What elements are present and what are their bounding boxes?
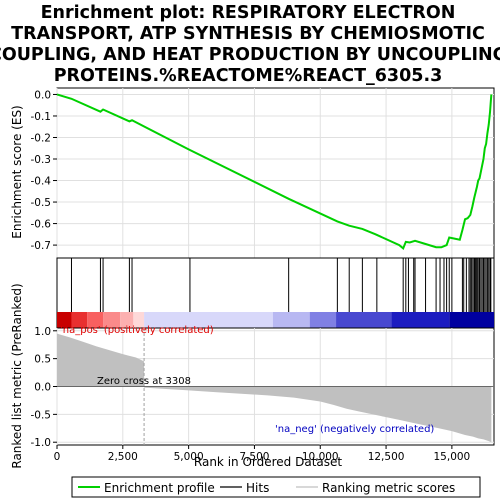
color-bar-segment	[309, 312, 337, 328]
hits-panel	[56, 257, 495, 329]
x-tick-label: 12,500	[368, 451, 405, 463]
es-tick-label: -0.4	[31, 176, 52, 188]
rank-color-bar	[57, 312, 494, 328]
chart-title-line-2: TRANSPORT, ATP SYNTHESIS BY CHEMIOSMOTIC	[11, 24, 485, 44]
es-tick-label: 0.0	[34, 89, 51, 101]
es-panel: 0.0 -0.1 -0.2 -0.3 -0.4 -0.5 -0.6 -0.7	[31, 87, 495, 259]
es-tick-label: -0.2	[31, 132, 52, 144]
es-y-ticks: 0.0 -0.1 -0.2 -0.3 -0.4 -0.5 -0.6 -0.7	[31, 89, 57, 252]
zero-cross-label: Zero cross at 3308	[97, 376, 191, 387]
hit-markers	[70, 258, 492, 312]
color-bar-segment	[391, 312, 450, 328]
x-tick-label: 2,500	[108, 451, 138, 463]
metric-tick-label: 1.0	[34, 326, 51, 338]
es-tick-label: -0.3	[31, 154, 52, 166]
metric-panel: 1.0 0.5 0.0 -0.5 -1.0 'na_pos' (positively c…	[31, 325, 495, 449]
metric-tick-label: -1.0	[31, 437, 52, 449]
enrichment-profile-line	[56, 93, 493, 250]
ranking-metric-area	[57, 333, 492, 443]
x-tick-label: 15,000	[434, 451, 471, 463]
negative-correlation-label: 'na_neg' (negatively correlated)	[275, 424, 434, 435]
es-tick-label: -0.5	[31, 197, 52, 209]
color-bar-segment	[120, 312, 134, 328]
color-bar-segment	[272, 312, 310, 328]
chart-title-line-1: Enrichment plot: RESPIRATORY ELECTRON	[41, 3, 456, 23]
color-bar-segment	[449, 312, 494, 328]
color-bar-segment	[144, 312, 273, 328]
metric-tick-label: 0.5	[34, 354, 51, 366]
legend-label-ranking-metric: Ranking metric scores	[322, 481, 455, 495]
x-axis-ticks: 0 2,500 5,000 7,500 10,000 12,500 15,000	[54, 445, 471, 463]
color-bar-segment	[87, 312, 104, 328]
x-tick-label: 7,500	[239, 451, 269, 463]
legend: Enrichment profile Hits Ranking metric s…	[71, 476, 481, 498]
legend-label-enrichment-profile: Enrichment profile	[104, 481, 215, 495]
chart-title-line-4: PROTEINS.%REACTOME%REACT_6305.3	[54, 66, 443, 86]
metric-y-axis-label: Ranked list metric (PreRanked)	[10, 283, 24, 468]
color-bar-segment	[57, 312, 72, 328]
legend-label-hits: Hits	[246, 481, 269, 495]
es-y-axis-label: Enrichment score (ES)	[10, 105, 24, 238]
color-bar-segment	[133, 312, 145, 328]
x-axis-label: Rank in Ordered Dataset	[194, 455, 342, 469]
color-bar-segment	[103, 312, 121, 328]
x-tick-label: 10,000	[302, 451, 339, 463]
metric-tick-label: -0.5	[31, 409, 52, 421]
x-tick-label: 5,000	[174, 451, 204, 463]
positive-correlation-label: 'na_pos' (positively correlated)	[60, 325, 214, 336]
metric-y-ticks: 1.0 0.5 0.0 -0.5 -1.0	[31, 326, 57, 449]
legend-frame	[71, 476, 481, 498]
chart-title-line-3: COUPLING, AND HEAT PRODUCTION BY UNCOUPL…	[0, 45, 500, 65]
color-bar-segment	[336, 312, 392, 328]
x-tick-label: 0	[54, 451, 61, 463]
es-tick-label: -0.6	[31, 219, 52, 231]
metric-tick-label: 0.0	[34, 382, 51, 394]
es-tick-label: -0.7	[31, 240, 52, 252]
color-bar-segment	[71, 312, 88, 328]
es-tick-label: -0.1	[31, 111, 52, 123]
